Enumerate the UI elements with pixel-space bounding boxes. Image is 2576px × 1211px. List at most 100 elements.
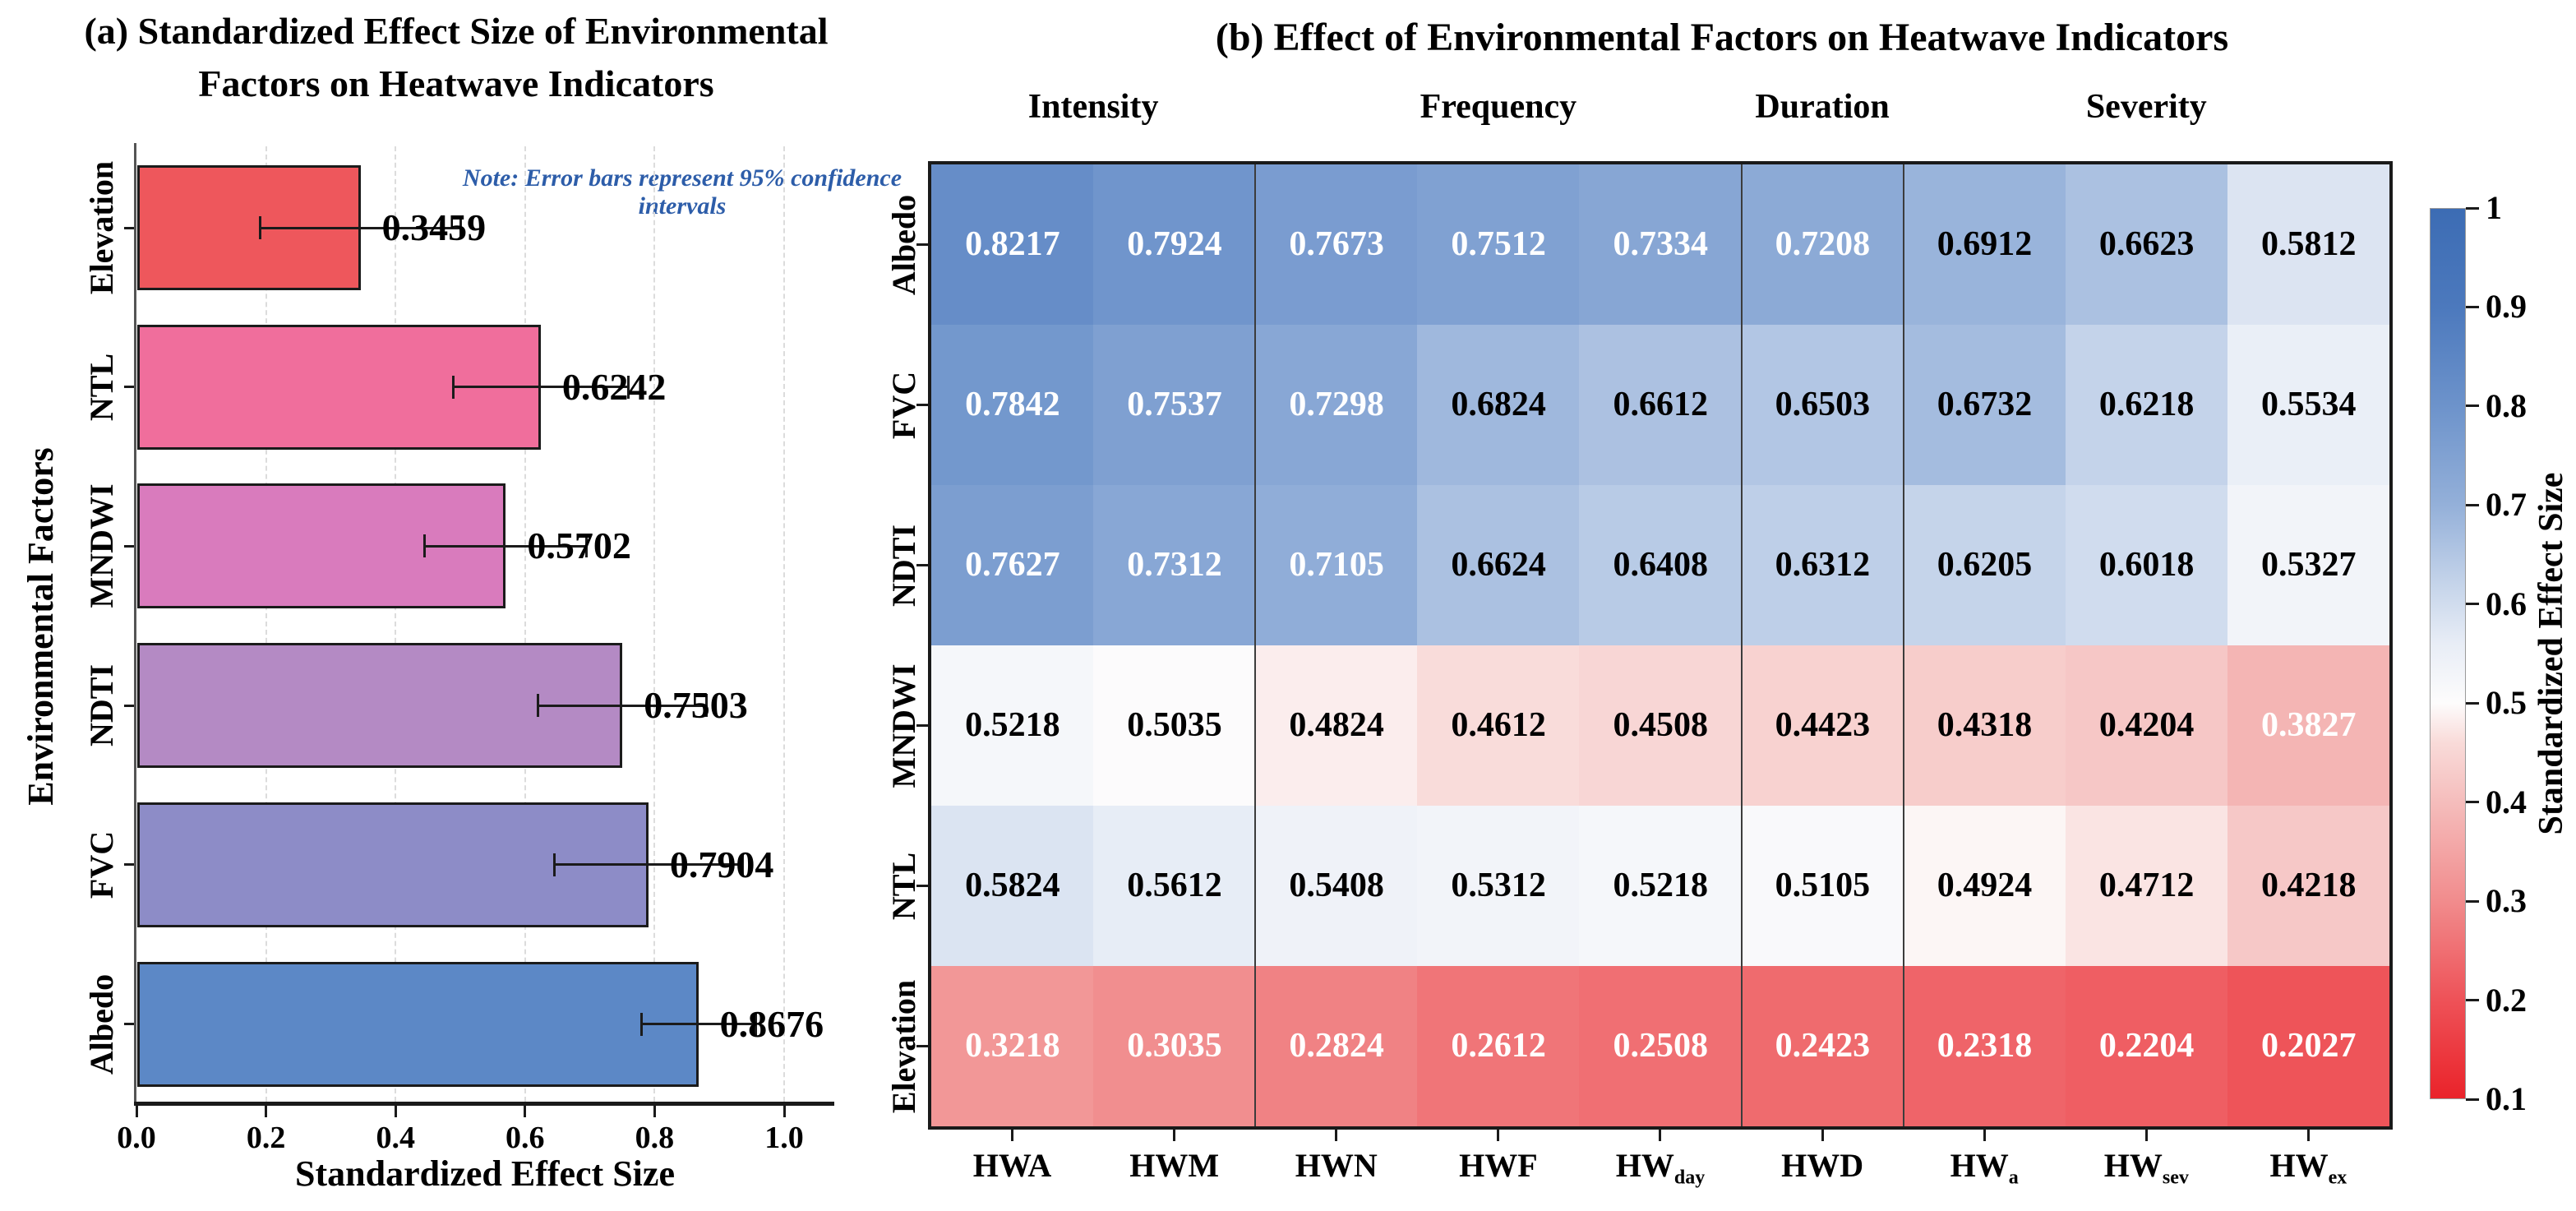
panel-a-note: Note: Error bars represent 95% confidenc…	[462, 164, 903, 220]
heatmap-column-label: HWday	[1580, 1146, 1741, 1189]
colorbar-tick	[2466, 305, 2479, 308]
heatmap-column-label: HWF	[1418, 1146, 1579, 1185]
bar	[137, 961, 699, 1087]
colorbar-tick-label: 0.3	[2486, 882, 2527, 920]
panel-a-title-line2: Factors on Heatwave Indicators	[198, 62, 714, 104]
heatmap-column-tick	[1335, 1130, 1338, 1141]
bar-value-label: 0.5702	[527, 525, 631, 567]
column-label-base: HW	[1950, 1147, 2009, 1184]
heatmap-cell: 0.3035	[1093, 966, 1256, 1126]
panel-a-title: (a) Standardized Effect Size of Environm…	[0, 5, 912, 110]
colorbar-tick	[2466, 801, 2479, 804]
colorbar-tick-label: 0.5	[2486, 684, 2527, 722]
colorbar-tick	[2466, 899, 2479, 903]
colorbar-tick-label: 0.7	[2486, 486, 2527, 524]
heatmap-cell: 0.4218	[2227, 806, 2390, 966]
heatmap-cell: 0.6205	[1903, 485, 2066, 645]
panel-b-heatmap: (b) Effect of Environmental Factors on H…	[885, 0, 2576, 1211]
heatmap-cell: 0.7537	[1093, 325, 1256, 485]
column-label-base: HWF	[1459, 1147, 1538, 1184]
colorbar-tick	[2466, 404, 2479, 408]
heatmap-column-label: HWD	[1742, 1146, 1903, 1185]
gridline-vertical	[653, 146, 656, 1102]
heatmap-column-tick	[2144, 1130, 2148, 1141]
column-label-base: HW	[1615, 1147, 1674, 1184]
error-bar-line	[641, 1023, 755, 1025]
error-bar-cap-right	[754, 1012, 757, 1036]
error-bar-line	[554, 863, 743, 867]
heatmap-cell: 0.6218	[2065, 325, 2228, 485]
heatmap-cell: 0.7627	[931, 485, 1094, 645]
error-bar-line	[453, 386, 629, 389]
colorbar-tick-label: 0.8	[2486, 386, 2527, 424]
heatmap-border	[928, 161, 2393, 1130]
heatmap-column-label: HWa	[1904, 1146, 2065, 1189]
error-bar-cap-left	[537, 694, 540, 718]
heatmap-cell: 0.5824	[931, 806, 1094, 966]
heatmap-cell: 0.2612	[1417, 966, 1581, 1126]
heatmap-row-tick	[916, 243, 928, 246]
heatmap-cell: 0.5105	[1741, 806, 1904, 966]
x-axis-tick	[653, 1106, 656, 1117]
colorbar-tick	[2466, 1098, 2479, 1101]
heatmap-cell: 0.6408	[1579, 485, 1743, 645]
y-axis-line	[134, 143, 136, 1102]
colorbar-tick	[2466, 503, 2479, 506]
panel-a-title-line1: (a) Standardized Effect Size of Environm…	[84, 10, 829, 52]
column-label-subscript: day	[1673, 1167, 1706, 1189]
heatmap-cell: 0.5312	[1417, 806, 1581, 966]
heatmap-column-label: HWN	[1256, 1146, 1417, 1185]
heatmap-row-tick	[916, 885, 928, 887]
heatmap-cell: 0.6612	[1579, 325, 1743, 485]
bar-value-label: 0.8676	[719, 1002, 824, 1045]
heatmap-cell: 0.8217	[931, 164, 1094, 325]
heatmap-cell: 0.5534	[2227, 325, 2390, 485]
error-bar-cap-right	[741, 853, 744, 876]
heatmap-cell: 0.6912	[1903, 164, 2066, 325]
column-label-subscript: ex	[2328, 1167, 2347, 1189]
error-bar-line	[424, 544, 587, 548]
y-axis-tick	[124, 1023, 136, 1025]
heatmap-cell: 0.7842	[931, 325, 1094, 485]
error-bar-cap-left	[451, 375, 455, 399]
column-label-subscript: a	[2008, 1167, 2019, 1189]
heatmap-column-tick	[1821, 1130, 1824, 1141]
error-bar-cap-left	[258, 216, 261, 239]
heatmap-column-tick	[1983, 1130, 1986, 1141]
heatmap-cell: 0.2027	[2227, 966, 2390, 1126]
heatmap-cell: 0.7312	[1093, 485, 1256, 645]
heatmap-row-tick	[916, 404, 928, 406]
colorbar-label: Standardized Effect Size	[2532, 472, 2570, 835]
heatmap-cell: 0.5408	[1255, 806, 1418, 966]
column-label-base: HWM	[1129, 1147, 1220, 1184]
panel-a-bar-chart: (a) Standardized Effect Size of Environm…	[0, 0, 921, 1211]
heatmap-cell: 0.5035	[1093, 645, 1256, 806]
y-axis-tick	[124, 544, 136, 548]
y-axis-tick	[124, 386, 136, 389]
heatmap-cell: 0.5612	[1093, 806, 1256, 966]
x-tick-label: 0.4	[376, 1121, 415, 1155]
heatmap-cell: 0.7105	[1255, 485, 1418, 645]
column-label-base: HWN	[1295, 1147, 1378, 1184]
colorbar-tick	[2466, 206, 2479, 210]
heatmap-cell: 0.2423	[1741, 966, 1904, 1126]
category-label: Albedo	[83, 973, 120, 1075]
y-axis-tick	[124, 704, 136, 707]
heatmap-cell: 0.2318	[1903, 966, 2066, 1126]
column-label-subscript: sev	[2162, 1167, 2189, 1189]
heatmap-cell: 0.6732	[1903, 325, 2066, 485]
heatmap-cell: 0.4824	[1255, 645, 1418, 806]
heatmap-column-label: HWsev	[2066, 1146, 2227, 1189]
column-group-header: Frequency	[1420, 88, 1577, 126]
heatmap-cell: 0.6018	[2065, 485, 2228, 645]
y-axis-tick	[124, 226, 136, 229]
heatmap-cell: 0.6312	[1741, 485, 1904, 645]
heatmap-cell: 0.7512	[1417, 164, 1581, 325]
heatmap-column-tick	[1173, 1130, 1176, 1141]
colorbar-gradient	[2430, 208, 2466, 1099]
column-label-base: HWD	[1781, 1147, 1864, 1184]
heatmap-cell: 0.7298	[1255, 325, 1418, 485]
heatmap-cell: 0.4318	[1903, 645, 2066, 806]
x-tick-label: 0.8	[635, 1121, 675, 1155]
x-tick-label: 1.0	[764, 1121, 804, 1155]
